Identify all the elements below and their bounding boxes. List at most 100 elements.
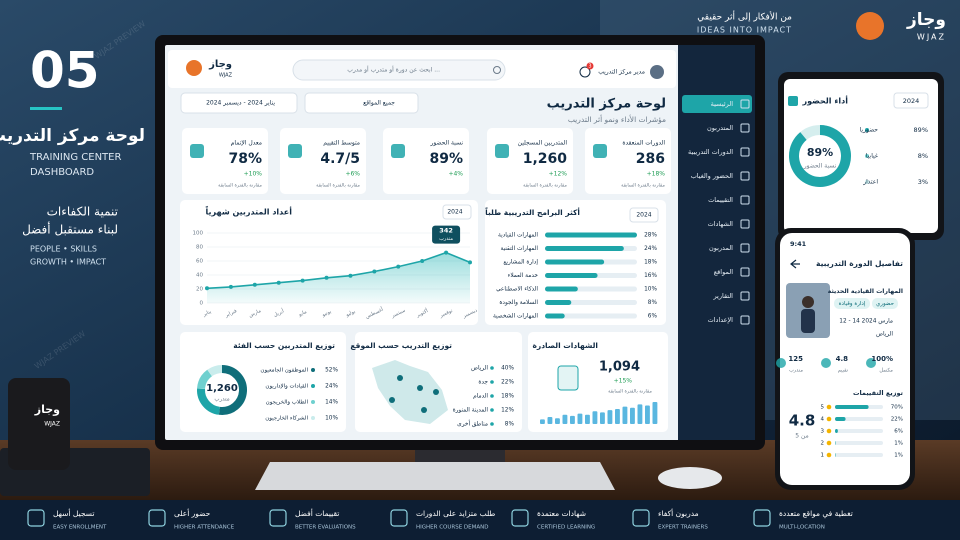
sidebar-item[interactable]: التقييمات — [708, 196, 733, 204]
bar — [545, 246, 624, 251]
star-icon — [826, 452, 832, 458]
feature-subtitle: MULTI-LOCATION — [779, 525, 825, 531]
tag — [834, 298, 870, 309]
bar-track — [835, 417, 883, 421]
course-name: المهارات القيادية الحديثة — [828, 288, 903, 295]
kpi-change: +4% — [448, 171, 463, 178]
bar — [545, 232, 637, 238]
mug — [8, 378, 70, 470]
sidebar-icon — [740, 99, 750, 109]
tagline: من الأفكار إلى أثر حقيقي — [697, 11, 792, 23]
peak-value: 342 — [439, 227, 453, 235]
sidebar-item[interactable]: المدربون — [709, 244, 733, 252]
feature-title: تقييمات أفضل — [295, 508, 339, 518]
mini-bar — [547, 417, 553, 424]
card-title: الشهادات الصادرة — [532, 341, 598, 350]
sidebar-item[interactable]: الدورات التدريبية — [688, 148, 733, 156]
sidebar-item[interactable]: الشهادات — [708, 220, 734, 228]
categories-card — [180, 332, 346, 432]
rating-value: 1% — [894, 441, 903, 447]
legend-dot — [865, 154, 869, 158]
point — [252, 282, 257, 287]
year-dropdown[interactable] — [442, 204, 472, 220]
kpi-card — [383, 128, 469, 194]
year-label[interactable]: 2024 — [903, 97, 920, 105]
location-value: 8% — [505, 422, 515, 428]
year-dropdown[interactable] — [629, 207, 659, 223]
kpi-card — [280, 128, 366, 194]
phone-time: 9:41 — [790, 240, 807, 248]
legend-dot — [311, 400, 315, 404]
tag-label: إدارة وقيادة — [839, 301, 866, 307]
feature-subtitle: HIGHER COURSE DEMAND — [416, 525, 489, 531]
location-name: جدة — [478, 380, 488, 386]
donut-segment — [789, 125, 851, 187]
star-label: 5 — [821, 405, 825, 411]
search-placeholder[interactable]: ابحث عن دورة أو متدرب أو مدرب ... — [347, 66, 440, 74]
mini-bar — [562, 414, 568, 424]
location-filter-label[interactable]: جميع المواقع — [363, 100, 395, 107]
program-value: 24% — [644, 246, 657, 252]
mug-logo: وجاز — [34, 403, 60, 416]
bar — [545, 313, 565, 319]
year-label[interactable]: 2024 — [636, 212, 651, 219]
year-dropdown[interactable] — [893, 92, 929, 109]
bar-track — [835, 453, 883, 457]
sidebar-item[interactable]: المتدربون — [707, 124, 733, 132]
row-value: 89% — [914, 126, 928, 134]
location-value: 40% — [501, 366, 514, 372]
sidebar-item[interactable]: التقارير — [712, 292, 733, 300]
tag — [872, 298, 898, 309]
year-label[interactable]: 2024 — [447, 209, 462, 216]
program-name: السلامة والجودة — [499, 300, 538, 306]
logo-name: وجاز — [208, 59, 232, 70]
score-note: من 5 — [795, 433, 809, 440]
kpi-icon — [495, 144, 509, 158]
phone-title: تفاصيل الدورة التدريبية — [816, 259, 903, 268]
location-filter[interactable] — [304, 92, 419, 114]
sidebar-icon — [740, 147, 750, 157]
legend-dot — [865, 128, 869, 132]
stat-value: 125 — [788, 355, 803, 363]
feature-icon — [148, 509, 166, 527]
stat-label: متدرب — [789, 368, 803, 374]
sidebar-item[interactable]: الرئيسية — [711, 100, 734, 108]
sidebar-icon — [740, 291, 750, 301]
sidebar-item[interactable]: الحضور والغياب — [691, 172, 733, 180]
date-filter-label[interactable]: يناير 2024 - ديسمبر 2024 — [206, 100, 275, 107]
row-label: اعتذار — [862, 179, 878, 186]
kpi-title: نسبة الحضور — [429, 140, 463, 147]
slogan: لبناء مستقبل أفضل — [22, 222, 118, 237]
feature-title: شهادات معتمدة — [537, 509, 586, 518]
certificate-value: 1,094 — [599, 360, 640, 375]
program-name: المهارات الشخصية — [493, 314, 538, 320]
sidebar-item[interactable]: المواقع — [714, 268, 733, 276]
date-filter[interactable] — [180, 92, 298, 114]
intro-title-en: TRAINING CENTER — [29, 152, 121, 163]
point — [300, 278, 305, 283]
donut-caption: نسبة الحضور — [803, 163, 837, 170]
point — [468, 260, 472, 265]
stat-label: تقييم — [838, 368, 849, 374]
intro-title-en: DASHBOARD — [30, 167, 94, 178]
location-value: 18% — [501, 394, 514, 400]
avatar — [650, 65, 664, 79]
search-box[interactable] — [292, 59, 506, 81]
legend-dot — [311, 368, 315, 372]
mini-bar — [637, 404, 643, 424]
point — [276, 280, 281, 285]
program-name: خدمة العملاء — [508, 273, 539, 279]
certificate-change: +15% — [614, 378, 633, 385]
ratings-title: توزيع التقييمات — [853, 389, 903, 397]
legend-dot — [490, 380, 494, 384]
point — [324, 275, 329, 280]
row-label: غيابيا — [866, 153, 878, 160]
sidebar-item[interactable]: الإعدادات — [708, 316, 734, 324]
x-tick-label: مارس — [248, 308, 262, 319]
feature-title: تسجيل أسهل — [53, 508, 94, 518]
kpi-card — [487, 128, 573, 194]
photo-person — [802, 296, 814, 308]
point — [372, 269, 377, 274]
rating-value: 22% — [891, 417, 903, 423]
legend-value: 24% — [325, 384, 338, 390]
